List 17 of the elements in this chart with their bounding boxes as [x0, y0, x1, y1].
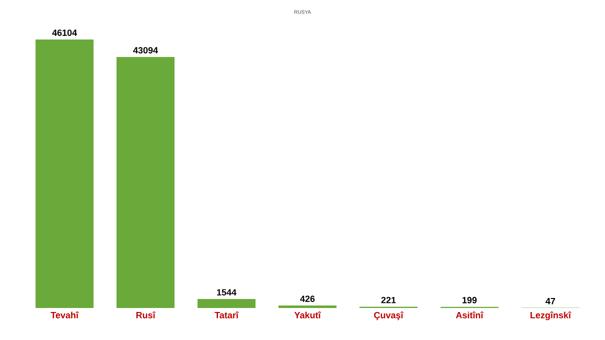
- data-label: 426: [300, 296, 315, 302]
- data-label: 47: [546, 298, 556, 304]
- bar: [116, 57, 175, 308]
- bar: [198, 299, 256, 308]
- data-label: 1544: [217, 289, 236, 296]
- x-tick-label: Tevahî: [50, 312, 79, 318]
- x-tick-label: Yakutî: [294, 312, 322, 318]
- data-label: 46104: [52, 30, 77, 36]
- x-tick-label: Rusî: [136, 312, 156, 318]
- x-tick-label: Çuvaşî: [374, 312, 404, 320]
- x-tick-label: Asitînî: [456, 312, 484, 318]
- bar: [36, 39, 94, 308]
- x-tick-label: Tatarî: [214, 312, 239, 318]
- x-tick-label: Lezgînskî: [530, 312, 572, 320]
- data-label: 43094: [133, 47, 158, 54]
- data-label: 199: [462, 296, 477, 304]
- data-label: 221: [381, 296, 396, 304]
